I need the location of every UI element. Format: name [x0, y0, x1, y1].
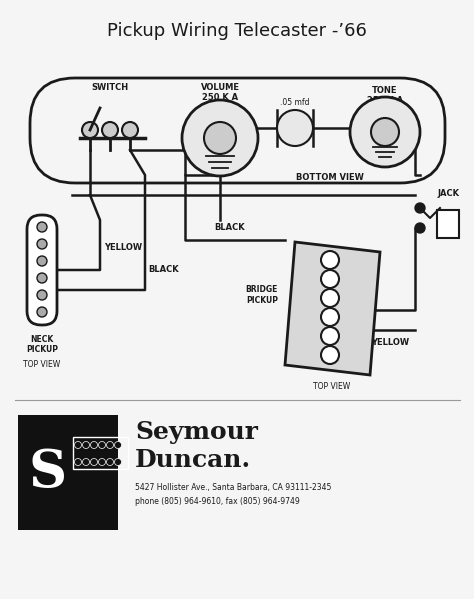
Circle shape [321, 270, 339, 288]
Text: phone (805) 964-9610, fax (805) 964-9749: phone (805) 964-9610, fax (805) 964-9749 [135, 497, 300, 506]
Text: TOP VIEW: TOP VIEW [23, 360, 61, 369]
Circle shape [321, 346, 339, 364]
Circle shape [37, 256, 47, 266]
FancyBboxPatch shape [27, 215, 57, 325]
Circle shape [91, 458, 98, 465]
Text: NECK
PICKUP: NECK PICKUP [26, 335, 58, 355]
Circle shape [82, 122, 98, 138]
Circle shape [107, 458, 113, 465]
Circle shape [37, 273, 47, 283]
Circle shape [115, 441, 121, 449]
Circle shape [37, 239, 47, 249]
Circle shape [102, 122, 118, 138]
Text: Seymour: Seymour [135, 420, 258, 444]
Text: Duncan.: Duncan. [135, 448, 251, 472]
Text: VOLUME
250 K A: VOLUME 250 K A [201, 83, 239, 102]
Circle shape [115, 458, 121, 465]
Circle shape [415, 203, 425, 213]
Circle shape [74, 458, 82, 465]
Text: BRIDGE
PICKUP: BRIDGE PICKUP [246, 285, 278, 305]
Circle shape [321, 327, 339, 345]
Circle shape [74, 441, 82, 449]
Circle shape [37, 290, 47, 300]
Circle shape [99, 441, 106, 449]
Circle shape [350, 97, 420, 167]
Circle shape [321, 251, 339, 269]
Text: 5427 Hollister Ave., Santa Barbara, CA 93111-2345: 5427 Hollister Ave., Santa Barbara, CA 9… [135, 483, 331, 492]
Circle shape [107, 441, 113, 449]
Circle shape [321, 289, 339, 307]
Text: BOTTOM VIEW: BOTTOM VIEW [296, 174, 364, 183]
Circle shape [82, 441, 90, 449]
Text: BLACK: BLACK [215, 223, 246, 232]
Circle shape [37, 222, 47, 232]
Circle shape [415, 223, 425, 233]
Circle shape [122, 122, 138, 138]
Text: TOP VIEW: TOP VIEW [313, 382, 351, 391]
Text: JACK: JACK [437, 189, 459, 198]
Circle shape [321, 308, 339, 326]
Circle shape [37, 307, 47, 317]
Text: YELLOW: YELLOW [104, 244, 142, 253]
Text: SWITCH: SWITCH [91, 83, 128, 92]
Circle shape [277, 110, 313, 146]
Text: S: S [29, 446, 67, 498]
Text: .05 mfd: .05 mfd [280, 98, 310, 107]
Bar [18, 415, 118, 530]
Text: Pickup Wiring Telecaster -’66: Pickup Wiring Telecaster -’66 [107, 22, 367, 40]
Circle shape [182, 100, 258, 176]
Circle shape [99, 458, 106, 465]
Circle shape [82, 458, 90, 465]
Circle shape [371, 118, 399, 146]
Bar [73, 437, 128, 469]
Bar [437, 210, 459, 238]
Text: BLACK: BLACK [148, 265, 179, 274]
Polygon shape [285, 242, 380, 375]
Text: YELLOW: YELLOW [371, 338, 409, 347]
Text: TONE
250 K A: TONE 250 K A [367, 86, 403, 105]
Circle shape [204, 122, 236, 154]
Circle shape [91, 441, 98, 449]
